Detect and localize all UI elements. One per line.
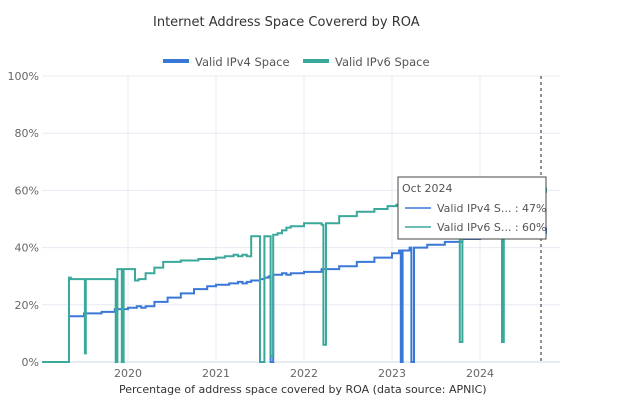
y-tick-label: 20% <box>15 299 39 312</box>
tooltip-value-ipv6: Valid IPv6 S... : 60% <box>437 221 547 234</box>
hover-tooltip: Oct 2024 Valid IPv4 S... : 47% Valid IPv… <box>397 176 547 240</box>
x-tick-label: 2020 <box>114 367 142 380</box>
x-axis: 2020 2021 2022 2023 2024 <box>114 367 494 380</box>
y-tick-label: 100% <box>8 70 39 83</box>
y-tick-label: 80% <box>15 127 39 140</box>
x-tick-label: 2024 <box>466 367 494 380</box>
legend[interactable]: Valid IPv4 Space Valid IPv6 Space <box>163 55 430 69</box>
legend-item-ipv6[interactable]: Valid IPv6 Space <box>303 55 430 69</box>
y-tick-label: 40% <box>15 242 39 255</box>
x-axis-title: Percentage of address space covered by R… <box>119 383 487 396</box>
legend-swatch-ipv4 <box>163 59 189 63</box>
series-line-ipv4[interactable] <box>42 227 547 363</box>
x-tick-label: 2021 <box>202 367 230 380</box>
x-tick-label: 2023 <box>378 367 406 380</box>
gridlines <box>42 75 560 363</box>
legend-item-ipv4[interactable]: Valid IPv4 Space <box>163 55 290 69</box>
y-tick-label: 60% <box>15 184 39 197</box>
tooltip-value-ipv4: Valid IPv4 S... : 47% <box>437 202 547 215</box>
y-axis: 0% 20% 40% 60% 80% 100% <box>8 70 39 369</box>
legend-label-ipv6: Valid IPv6 Space <box>335 55 430 69</box>
tooltip-title: Oct 2024 <box>402 182 453 195</box>
x-tick-label: 2022 <box>290 367 318 380</box>
y-tick-label: 0% <box>22 356 39 369</box>
legend-label-ipv4: Valid IPv4 Space <box>195 55 290 69</box>
chart-title: Internet Address Space Covererd by ROA <box>153 15 420 30</box>
legend-swatch-ipv6 <box>303 59 329 63</box>
